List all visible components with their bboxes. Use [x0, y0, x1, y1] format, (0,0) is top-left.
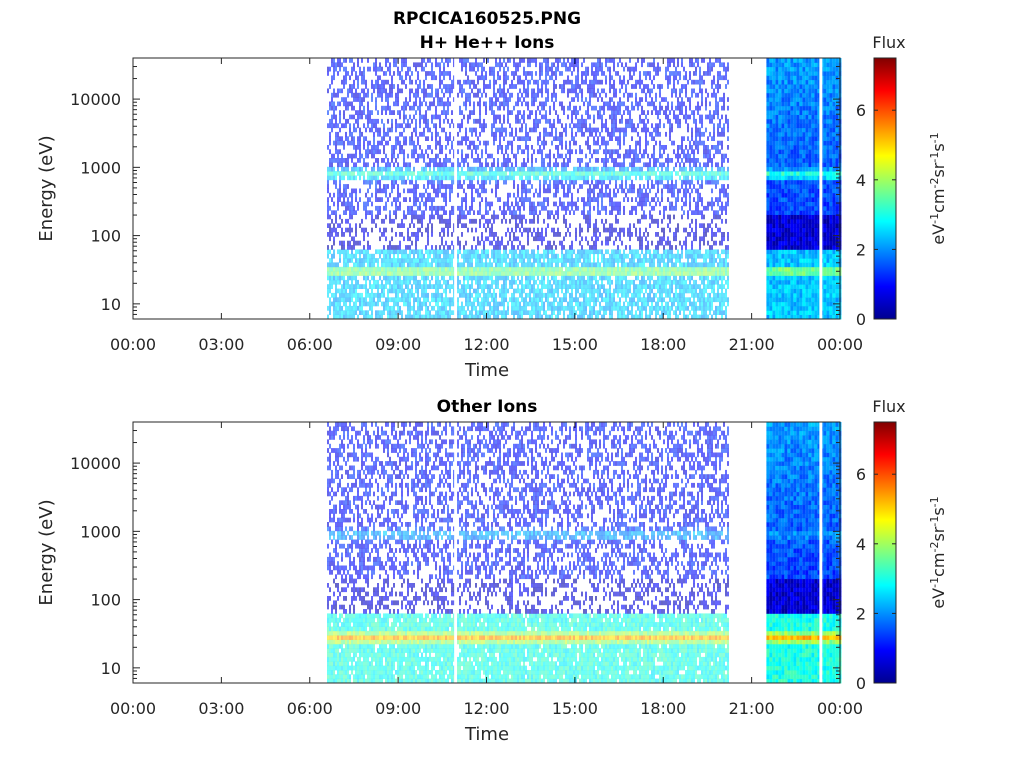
x-axis-label: Time [464, 360, 509, 381]
panel-title: H+ He++ Ions [420, 33, 555, 53]
x-tick-label: 06:00 [287, 335, 333, 354]
colorbar [873, 421, 897, 684]
x-axis-label: Time [464, 724, 509, 745]
colorbar-tick-label: 2 [856, 240, 866, 259]
colorbar [873, 57, 897, 320]
spectrogram [327, 58, 842, 320]
x-tick-label: 18:00 [640, 335, 686, 354]
x-tick-label: 00:00 [817, 335, 863, 354]
x-tick-label: 12:00 [463, 699, 509, 718]
x-tick-label: 15:00 [552, 335, 598, 354]
y-tick-label: 1000 [80, 522, 121, 541]
x-tick-label: 21:00 [729, 699, 775, 718]
figure-title: RPCICA160525.PNG [393, 9, 581, 29]
colorbar-tick-label: 2 [856, 604, 866, 623]
y-axis-label: Energy (eV) [36, 135, 57, 241]
x-tick-label: 15:00 [552, 699, 598, 718]
colorbar-tick-label: 6 [856, 101, 866, 120]
x-tick-label: 06:00 [287, 699, 333, 718]
x-tick-label: 09:00 [375, 699, 421, 718]
y-tick-label: 10 [101, 295, 121, 314]
colorbar-title: Flux [872, 33, 905, 52]
y-tick-label: 100 [90, 227, 121, 246]
x-tick-label: 00:00 [817, 699, 863, 718]
data-gap [819, 422, 823, 683]
colorbar-tick-label: 0 [856, 674, 866, 693]
colorbar-title: Flux [872, 397, 905, 416]
panel-2: 00:00 03:00 06:00 09:00 12:00 15:00 18:00 21:00… [36, 397, 948, 745]
data-gap [454, 422, 458, 683]
data-gap [454, 58, 458, 319]
y-tick-label: 100 [90, 591, 121, 610]
panel-title: Other Ions [437, 397, 538, 417]
colorbar-tick-label: 0 [856, 310, 866, 329]
y-axis-label: Energy (eV) [36, 499, 57, 605]
y-tick-label: 10000 [70, 90, 121, 109]
colorbar-tick-label: 4 [856, 171, 866, 190]
panel-1: 00:00 03:00 06:00 09:00 12:00 15:00 18:00 21:00… [36, 33, 948, 381]
spectrogram [327, 422, 842, 684]
x-tick-label: 12:00 [463, 335, 509, 354]
colorbar-unit-label: eV-1cm-2sr-1s-1 [928, 496, 949, 608]
data-gap [819, 58, 823, 319]
x-tick-label: 03:00 [198, 335, 244, 354]
colorbar-tick-label: 4 [856, 535, 866, 554]
y-tick-label: 10000 [70, 454, 121, 473]
x-tick-label: 18:00 [640, 699, 686, 718]
colorbar-unit-label: eV-1cm-2sr-1s-1 [928, 132, 949, 244]
x-tick-label: 21:00 [729, 335, 775, 354]
x-tick-label: 00:00 [110, 699, 156, 718]
colorbar-tick-label: 6 [856, 465, 866, 484]
x-tick-label: 00:00 [110, 335, 156, 354]
y-tick-label: 1000 [80, 158, 121, 177]
x-tick-label: 09:00 [375, 335, 421, 354]
x-tick-label: 03:00 [198, 699, 244, 718]
y-tick-label: 10 [101, 659, 121, 678]
